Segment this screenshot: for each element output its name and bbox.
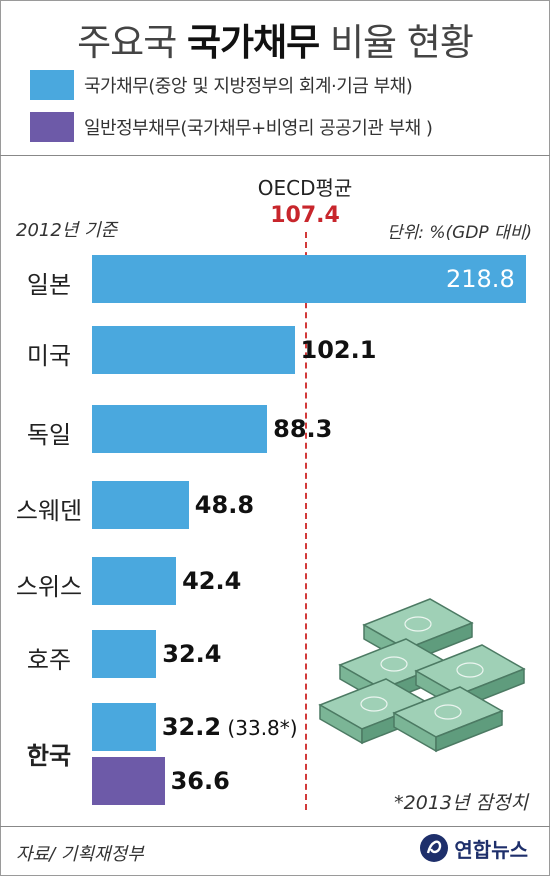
annotation-korea: (33.8*) <box>221 716 298 740</box>
oecd-average-line <box>305 232 308 810</box>
legend-swatch-general-government-debt <box>30 112 74 142</box>
chart-title: 주요국 국가채무 비율 현황 <box>77 21 474 64</box>
country-label-usa: 미국 <box>26 342 72 370</box>
basis-year: 2012년 기준 <box>16 220 118 241</box>
yonhap-logo: 연합뉴스 <box>419 833 528 863</box>
legend-item-general-government-debt: 일반정부채무(국가채무+비영리 공공기관 부채 ) <box>30 112 433 142</box>
bar-australia <box>92 630 157 678</box>
source-label: 자료/ 기획재정부 <box>16 844 144 865</box>
bar-korea-general <box>92 757 165 805</box>
value-label-japan: 218.8 <box>446 265 515 293</box>
value-label-korea-general: 36.6 <box>170 767 230 795</box>
oecd-average-value: 107.4 <box>270 203 340 228</box>
unit-label: 단위: %(GDP 대비) <box>386 223 532 243</box>
legend-swatch-national-debt <box>30 70 74 100</box>
value-label-switzerland: 42.4 <box>182 567 242 595</box>
footnote: *2013년 잠정치 <box>394 792 528 814</box>
bar-korea <box>92 703 156 751</box>
yonhap-logo-text: 연합뉴스 <box>454 837 528 862</box>
country-label-germany: 독일 <box>26 421 72 449</box>
bar-germany <box>92 405 268 453</box>
legend-item-national-debt: 국가채무(중앙 및 지방정부의 회계·기금 부채) <box>30 70 413 100</box>
bar-usa <box>92 326 295 374</box>
value-label-usa: 102.1 <box>300 336 377 364</box>
bar-sweden <box>92 481 189 529</box>
divider-bottom <box>0 826 550 827</box>
money-stack-icon <box>318 598 526 753</box>
country-label-australia: 호주 <box>26 646 72 674</box>
oecd-average-label: OECD평균 <box>257 176 353 200</box>
legend-label-general-government-debt: 일반정부채무(국가채무+비영리 공공기관 부채 ) <box>84 118 433 139</box>
value-label-korea: 32.2 (33.8*) <box>161 713 298 741</box>
legend-label-national-debt: 국가채무(중앙 및 지방정부의 회계·기금 부채) <box>84 76 413 97</box>
value-label-australia: 32.4 <box>162 640 222 668</box>
country-label-korea: 한국 <box>26 742 72 770</box>
value-label-germany: 88.3 <box>273 415 333 443</box>
bar-switzerland <box>92 557 177 605</box>
value-label-sweden: 48.8 <box>194 491 255 519</box>
divider-top <box>0 155 550 156</box>
country-label-japan: 일본 <box>26 271 72 299</box>
bar-japan <box>92 255 526 303</box>
country-label-switzerland: 스위스 <box>15 573 83 601</box>
country-label-sweden: 스웨덴 <box>15 497 83 525</box>
yonhap-logo-icon <box>420 834 449 862</box>
